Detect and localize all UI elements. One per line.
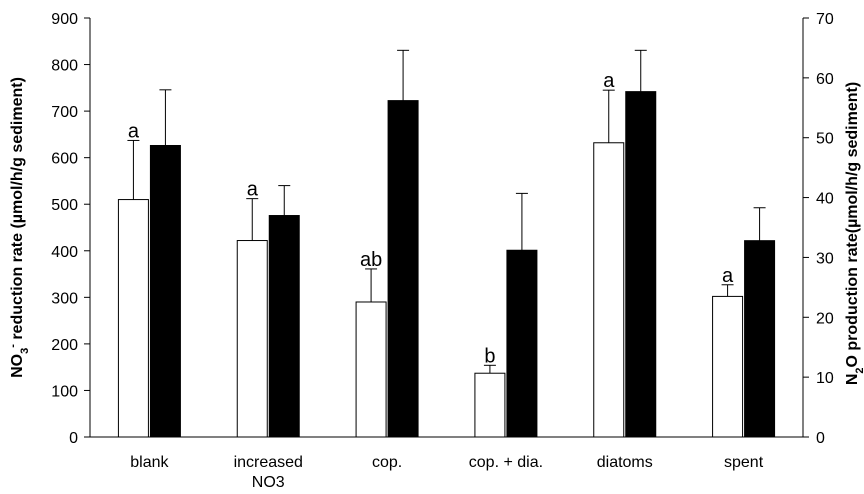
significance-letter: a [603, 70, 615, 92]
category-label: diatoms [597, 454, 653, 471]
left-y-axis-title: NO3- reduction rate (µmol/h/g sediment) [7, 77, 31, 378]
bar-no3-reduction [355, 301, 387, 438]
bar-no3-reduction [117, 199, 149, 438]
left-tick-label: 200 [51, 337, 78, 354]
right-tick-label: 50 [816, 131, 834, 148]
left-y-axis: 0 100 200 300 400 500 600 700 800 900 [51, 11, 91, 447]
significance-letter: b [484, 345, 495, 367]
left-tick-label: 800 [51, 58, 78, 75]
significance-letter: a [128, 120, 140, 142]
right-tick-label: 0 [816, 430, 825, 447]
left-tick-label: 400 [51, 244, 78, 261]
bar-n2o-production [506, 249, 538, 438]
left-tick-label: 500 [51, 197, 78, 214]
left-tick-label: 600 [51, 151, 78, 168]
left-tick-label: 700 [51, 104, 78, 121]
right-tick-label: 40 [816, 191, 834, 208]
significance-letter: ab [360, 249, 382, 271]
category-label: cop. [372, 454, 402, 471]
category-label: blank [130, 454, 169, 471]
category-label: NO3 [252, 474, 285, 491]
right-y-axis-title: N2O production rate(µmol/h/g sediment) [844, 82, 864, 385]
category-label: spent [724, 454, 764, 471]
bars: a a ab b a a [117, 49, 776, 438]
bar-n2o-production [268, 215, 300, 438]
right-tick-label: 30 [816, 250, 834, 267]
bar-n2o-production [149, 144, 181, 438]
bar-no3-reduction [593, 142, 625, 438]
category-label: increased [234, 454, 303, 471]
x-axis: blank increased NO3 cop. cop. + dia. diatoms s… [90, 436, 803, 491]
bar-n2o-production [744, 240, 776, 438]
right-tick-label: 60 [816, 71, 834, 88]
right-tick-label: 20 [816, 310, 834, 327]
left-tick-label: 100 [51, 383, 78, 400]
left-tick-label: 900 [51, 11, 78, 28]
bar-no3-reduction [474, 372, 506, 438]
right-tick-label: 10 [816, 370, 834, 387]
significance-letter: a [722, 265, 734, 287]
bar-no3-reduction [236, 240, 268, 438]
right-tick-label: 70 [816, 11, 834, 28]
bar-n2o-production [387, 100, 419, 438]
left-tick-label: 300 [51, 290, 78, 307]
significance-letter: a [247, 179, 259, 201]
category-label: cop. + dia. [469, 454, 543, 471]
left-tick-label: 0 [69, 430, 78, 447]
right-y-axis: 0 10 20 30 40 50 60 70 [802, 11, 834, 447]
bar-n2o-production [625, 91, 657, 438]
bar-no3-reduction [712, 295, 744, 438]
